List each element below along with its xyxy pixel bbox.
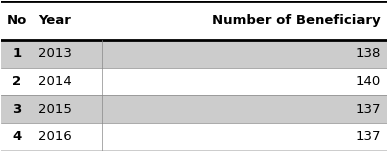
Text: Number of Beneficiary: Number of Beneficiary (212, 14, 381, 27)
Text: 2015: 2015 (38, 103, 72, 116)
Bar (2, 40, 386, 68)
Text: 2016: 2016 (38, 130, 72, 143)
Text: 4: 4 (12, 130, 21, 143)
Text: 137: 137 (355, 130, 381, 143)
Text: Year: Year (38, 14, 71, 27)
Text: 3: 3 (12, 103, 21, 116)
Text: 138: 138 (355, 47, 381, 60)
Text: 2014: 2014 (38, 75, 72, 88)
Text: 140: 140 (355, 75, 381, 88)
Text: 137: 137 (355, 103, 381, 116)
Text: No: No (7, 14, 27, 27)
Text: 2013: 2013 (38, 47, 72, 60)
Text: 1: 1 (12, 47, 21, 60)
Bar (2, 95, 386, 123)
Text: 2: 2 (12, 75, 21, 88)
